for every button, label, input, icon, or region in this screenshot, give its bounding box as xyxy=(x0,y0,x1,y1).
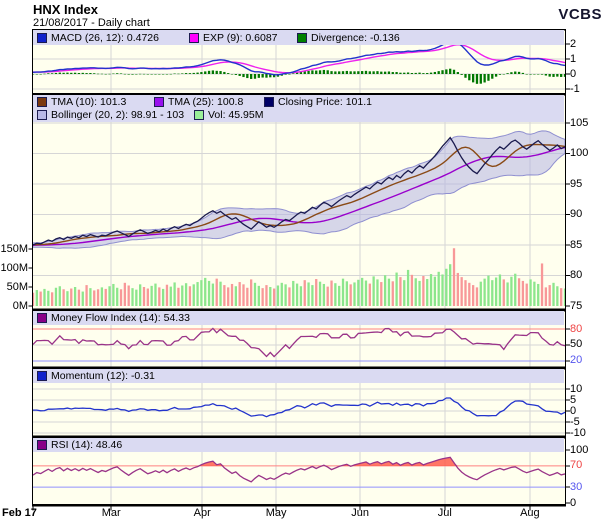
tma25-swatch xyxy=(154,97,164,107)
rsi-series xyxy=(33,456,565,483)
tma10-legend-label: TMA (10): 101.3 xyxy=(51,96,127,108)
y-tick-label: 70 xyxy=(570,459,583,472)
bollinger-legend-item: Bollinger (20, 2): 98.91 - 103 xyxy=(33,109,190,121)
bollinger-legend-label: Bollinger (20, 2): 98.91 - 103 xyxy=(51,109,185,121)
vcbs-logo: VCBS xyxy=(558,6,602,23)
momentum-series xyxy=(33,397,565,418)
y-tick-label: 50 xyxy=(570,338,583,351)
tma10-line xyxy=(33,143,565,246)
chart-date-subtitle: 21/08/2017 - Daily chart xyxy=(33,17,150,29)
x-label-may: May xyxy=(265,507,287,519)
price-legend-row2: Bollinger (20, 2): 98.91 - 103 Vol: 45.9… xyxy=(33,109,263,122)
price-series xyxy=(33,130,565,306)
mfi-legend-label: Money Flow Index (14): 54.33 xyxy=(51,312,190,324)
threshold-lines xyxy=(33,328,565,488)
page-title: HNX Index xyxy=(33,2,99,17)
bollinger-band xyxy=(33,130,565,249)
macd-series xyxy=(33,45,565,84)
price-panel-legend: TMA (10): 101.3 TMA (25): 100.8 Closing … xyxy=(33,95,564,122)
y-tick-label: 5 xyxy=(570,393,577,406)
x-label-feb17: Feb 17 xyxy=(2,507,37,519)
momentum-legend-item: Momentum (12): -0.31 xyxy=(33,370,155,382)
divergence-legend-label: Divergence: -0.136 xyxy=(311,31,400,44)
axis-ticks xyxy=(28,43,570,511)
y-tick-label: -1 xyxy=(570,82,580,95)
y-tick-label: 0 xyxy=(570,496,577,509)
y-tick-label: 85 xyxy=(570,238,583,251)
y-tick-label: 150M xyxy=(0,242,28,255)
macd-legend-label: MACD (26, 12): 0.4726 xyxy=(51,31,159,44)
closing-price-legend-label: Closing Price: 101.1 xyxy=(278,96,372,108)
y-tick-label: 1 xyxy=(570,52,577,65)
x-label-aug: Aug xyxy=(520,507,540,519)
rsi-legend-label: RSI (14): 48.46 xyxy=(51,439,123,451)
tma10-legend-item: TMA (10): 101.3 xyxy=(33,96,150,108)
tma25-legend-label: TMA (25): 100.8 xyxy=(168,96,244,108)
closing-price-legend-item: Closing Price: 101.1 xyxy=(260,96,372,108)
y-tick-label: 100M xyxy=(0,261,28,274)
divergence-legend-item: Divergence: -0.136 xyxy=(293,32,400,44)
y-tick-label: 100 xyxy=(570,443,589,456)
price-legend-row1: TMA (10): 101.3 TMA (25): 100.8 Closing … xyxy=(33,96,372,109)
tma10-swatch xyxy=(37,97,47,107)
rsi-legend: RSI (14): 48.46 xyxy=(33,438,564,452)
macd-legend-item: MACD (26, 12): 0.4726 xyxy=(33,32,185,44)
y-tick-label: 50M xyxy=(6,280,28,293)
x-label-jun: Jun xyxy=(351,507,370,519)
exp-legend-label: EXP (9): 0.6087 xyxy=(203,31,278,44)
exp-legend-item: EXP (9): 0.6087 xyxy=(185,32,293,44)
volume-swatch xyxy=(194,110,204,120)
x-label-apr: Apr xyxy=(193,507,211,519)
y-tick-label: 75 xyxy=(570,299,583,312)
rsi-swatch xyxy=(37,440,47,450)
y-tick-label: 30 xyxy=(570,480,583,493)
y-tick-label: -5 xyxy=(570,415,580,428)
rsi-legend-item: RSI (14): 48.46 xyxy=(33,439,122,451)
y-tick-label: 95 xyxy=(570,177,583,190)
y-tick-label: 0 xyxy=(570,67,577,80)
y-tick-label: 90 xyxy=(570,208,583,220)
mfi-legend-item: Money Flow Index (14): 54.33 xyxy=(33,312,190,324)
y-tick-label: 100 xyxy=(570,147,589,159)
y-tick-label: 10 xyxy=(570,382,583,395)
mfi-series xyxy=(33,327,565,358)
y-tick-label: 105 xyxy=(570,116,589,129)
macd-legend: MACD (26, 12): 0.4726 EXP (9): 0.6087 Di… xyxy=(33,30,564,45)
y-tick-label: 80 xyxy=(570,322,583,335)
y-tick-label: -10 xyxy=(570,426,586,439)
volume-legend-item: Vol: 45.95M xyxy=(190,109,263,121)
closing-price-line xyxy=(33,136,565,246)
volume-legend-label: Vol: 45.95M xyxy=(208,109,264,121)
exp-swatch xyxy=(189,32,199,43)
momentum-legend: Momentum (12): -0.31 xyxy=(33,369,564,383)
mfi-swatch xyxy=(37,313,47,323)
momentum-swatch xyxy=(37,371,47,381)
macd-swatch xyxy=(37,32,47,43)
tma25-legend-item: TMA (25): 100.8 xyxy=(150,96,260,108)
bollinger-swatch xyxy=(37,110,47,120)
main-panel-bg xyxy=(33,95,565,309)
y-tick-label: 0 xyxy=(570,404,577,417)
y-tick-label: 20 xyxy=(570,354,583,367)
x-label-jul: Jul xyxy=(437,507,452,519)
x-label-mar: Mar xyxy=(101,507,121,519)
divergence-swatch xyxy=(297,32,307,43)
y-tick-label: 0M xyxy=(12,299,28,312)
y-tick-label: 2 xyxy=(570,37,577,50)
momentum-legend-label: Momentum (12): -0.31 xyxy=(51,370,155,382)
y-tick-label: 80 xyxy=(570,269,583,281)
closing-price-swatch xyxy=(264,97,274,107)
mfi-legend: Money Flow Index (14): 54.33 xyxy=(33,311,564,325)
